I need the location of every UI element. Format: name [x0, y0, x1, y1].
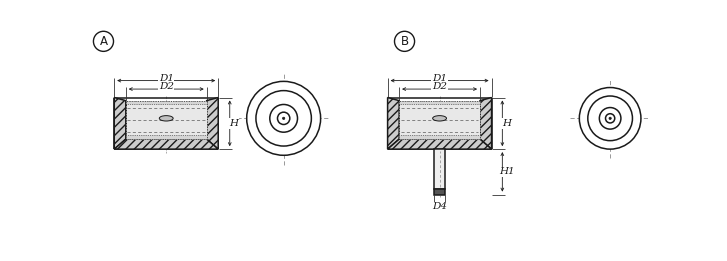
Polygon shape	[387, 98, 399, 149]
Circle shape	[579, 87, 641, 149]
Text: D1: D1	[432, 74, 447, 83]
Text: H: H	[229, 119, 238, 128]
Circle shape	[283, 117, 285, 120]
Polygon shape	[206, 98, 218, 149]
Circle shape	[278, 112, 290, 124]
Bar	[126, 101, 206, 104]
Text: H1: H1	[499, 167, 515, 176]
Polygon shape	[114, 139, 218, 149]
Text: D4: D4	[432, 202, 447, 211]
Text: D1: D1	[158, 74, 174, 83]
Bar	[434, 189, 445, 194]
Circle shape	[588, 96, 632, 141]
Bar	[126, 135, 206, 139]
Polygon shape	[387, 139, 491, 149]
Text: B: B	[401, 35, 409, 48]
Circle shape	[256, 91, 311, 146]
Bar	[434, 149, 445, 189]
Text: D2: D2	[432, 82, 447, 91]
Text: H: H	[502, 119, 510, 128]
Circle shape	[599, 108, 621, 129]
Text: A: A	[100, 35, 108, 48]
Ellipse shape	[159, 116, 173, 121]
Circle shape	[606, 114, 615, 123]
Polygon shape	[480, 98, 491, 149]
Circle shape	[246, 81, 321, 155]
Bar	[126, 101, 206, 139]
Bar	[399, 135, 480, 139]
Polygon shape	[114, 98, 126, 149]
Circle shape	[609, 117, 611, 120]
Bar	[399, 101, 480, 104]
Circle shape	[270, 104, 297, 132]
Bar	[399, 101, 480, 139]
Text: D2: D2	[158, 82, 174, 91]
Ellipse shape	[433, 116, 446, 121]
